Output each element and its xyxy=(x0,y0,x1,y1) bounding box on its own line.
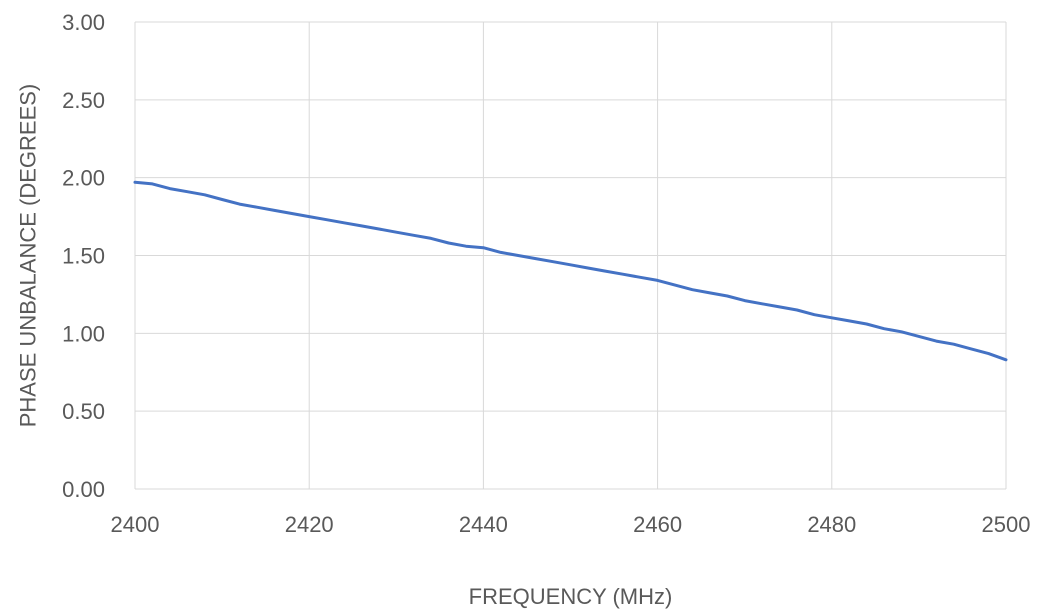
y-tick-label: 0.00 xyxy=(62,477,105,502)
y-tick-label: 2.50 xyxy=(62,88,105,113)
data-series-line xyxy=(133,180,1008,362)
x-tick-label: 2440 xyxy=(459,512,508,537)
x-axis-tick-labels: 2400 2420 2440 2460 2480 2500 xyxy=(111,512,1031,537)
x-tick-label: 2460 xyxy=(633,512,682,537)
x-tick-label: 2400 xyxy=(111,512,160,537)
y-tick-label: 1.50 xyxy=(62,244,105,269)
gridlines xyxy=(134,21,1007,490)
y-tick-label: 2.00 xyxy=(62,166,105,191)
y-tick-label: 0.50 xyxy=(62,399,105,424)
y-axis-tick-labels: 0.00 0.50 1.00 1.50 2.00 2.50 3.00 xyxy=(62,10,105,502)
x-tick-label: 2420 xyxy=(285,512,334,537)
x-axis-title: FREQUENCY (MHz) xyxy=(469,584,673,609)
y-tick-label: 3.00 xyxy=(62,10,105,35)
x-tick-label: 2480 xyxy=(807,512,856,537)
y-axis-title: PHASE UNBALANCE (DEGREES) xyxy=(16,84,41,428)
y-tick-label: 1.00 xyxy=(62,321,105,346)
x-tick-label: 2500 xyxy=(982,512,1031,537)
